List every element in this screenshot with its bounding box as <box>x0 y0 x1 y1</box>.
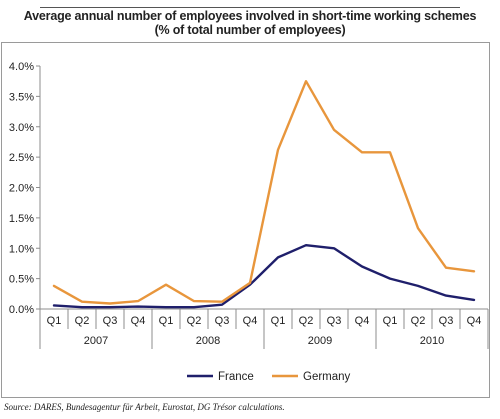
series-line-france <box>52 243 476 309</box>
x-tick-label: Q4 <box>243 315 258 327</box>
y-tick-label: 3.5% <box>9 91 34 103</box>
y-tick-label: 4.0% <box>9 61 34 73</box>
chart-subtitle: (% of total number of employees) <box>154 23 346 37</box>
x-tick-label: Q1 <box>383 315 398 327</box>
legend-label-france: France <box>218 371 254 383</box>
x-tick-label: Q1 <box>271 315 286 327</box>
y-tick-label: 2.5% <box>9 152 34 164</box>
y-tick-label: 2.0% <box>9 183 34 195</box>
legend-label-germany: Germany <box>303 371 351 383</box>
x-tick-label: Q2 <box>299 315 314 327</box>
x-tick-label: Q2 <box>411 315 426 327</box>
source-note: Source: DARES, Bundesagentur für Arbeit,… <box>4 402 285 412</box>
year-label: 2008 <box>196 335 220 347</box>
y-tick-label: 0.5% <box>9 274 34 286</box>
x-tick-label: Q3 <box>327 315 342 327</box>
line-chart: 0.0% 0.5% 1.0% 1.5% 2.0% 2.5% 3.0% 3.5% 4.0% Q1 Q2… <box>9 61 489 383</box>
x-tick-label: Q1 <box>47 315 62 327</box>
y-tick-label: 1.5% <box>9 213 34 225</box>
x-tick-label: Q4 <box>131 315 146 327</box>
x-tick-label: Q3 <box>215 315 230 327</box>
x-tick-label: Q3 <box>103 315 118 327</box>
x-tick-label: Q3 <box>439 315 454 327</box>
y-tick-label: 3.0% <box>9 122 34 134</box>
year-label: 2009 <box>308 335 332 347</box>
y-tick-label: 0.0% <box>9 304 34 316</box>
y-tick-label: 1.0% <box>9 243 34 255</box>
year-label: 2007 <box>84 335 108 347</box>
x-tick-label: Q2 <box>187 315 202 327</box>
x-tick-label: Q4 <box>355 315 370 327</box>
x-tick-label: Q1 <box>159 315 174 327</box>
year-label: 2010 <box>420 335 444 347</box>
chart-title: Average annual number of employees invol… <box>23 9 477 23</box>
x-tick-label: Q4 <box>467 315 482 327</box>
x-tick-label: Q2 <box>75 315 90 327</box>
series-line-germany <box>52 79 476 305</box>
title-rule <box>40 7 460 8</box>
chart-frame <box>1 42 490 398</box>
